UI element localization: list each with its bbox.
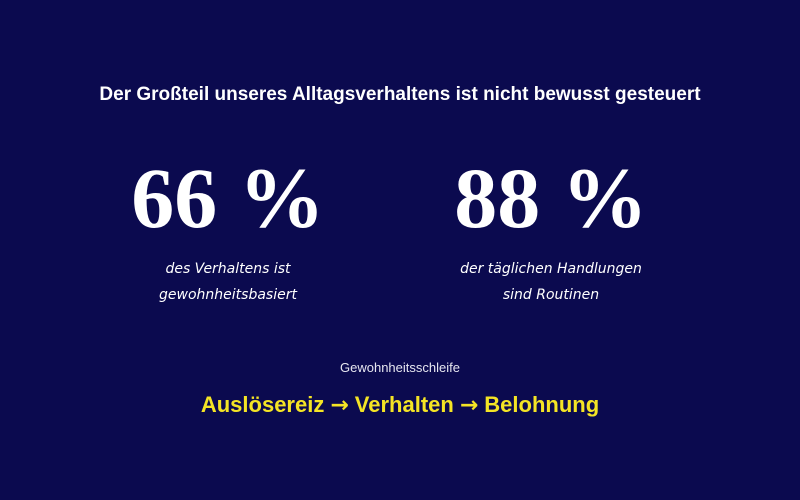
caption-line: sind Routinen (502, 287, 600, 303)
stat: 66 % des Verhaltens ist gewohnheitsbasie… (68, 148, 388, 308)
arrow: → (459, 393, 479, 418)
stat-caption: der täglichen Handlungen sind Routinen (391, 256, 711, 308)
loop-step: Belohnung (484, 392, 600, 417)
stat-value: 66 % (131, 150, 325, 246)
caption-line: gewohnheitsbasiert (159, 287, 297, 303)
stat: 88 % der täglichen Handlungen sind Routi… (391, 148, 711, 308)
stat-caption: des Verhaltens ist gewohnheitsbasiert (68, 256, 388, 308)
caption-line: des Verhaltens ist (165, 261, 291, 277)
loop-step: Auslösereiz (200, 392, 325, 417)
arrow: → (330, 393, 349, 418)
loop: Auslösereiz → Verhalten → Belohnung (0, 392, 800, 418)
stat-value: 88 % (454, 150, 648, 246)
loop-step: Verhalten (354, 392, 454, 417)
caption-line: der täglichen Handlungen (460, 261, 642, 277)
loop-label: Gewohnheitsschleife (340, 360, 460, 375)
title: Der Großteil unseres Alltagsverhaltens i… (99, 84, 701, 105)
